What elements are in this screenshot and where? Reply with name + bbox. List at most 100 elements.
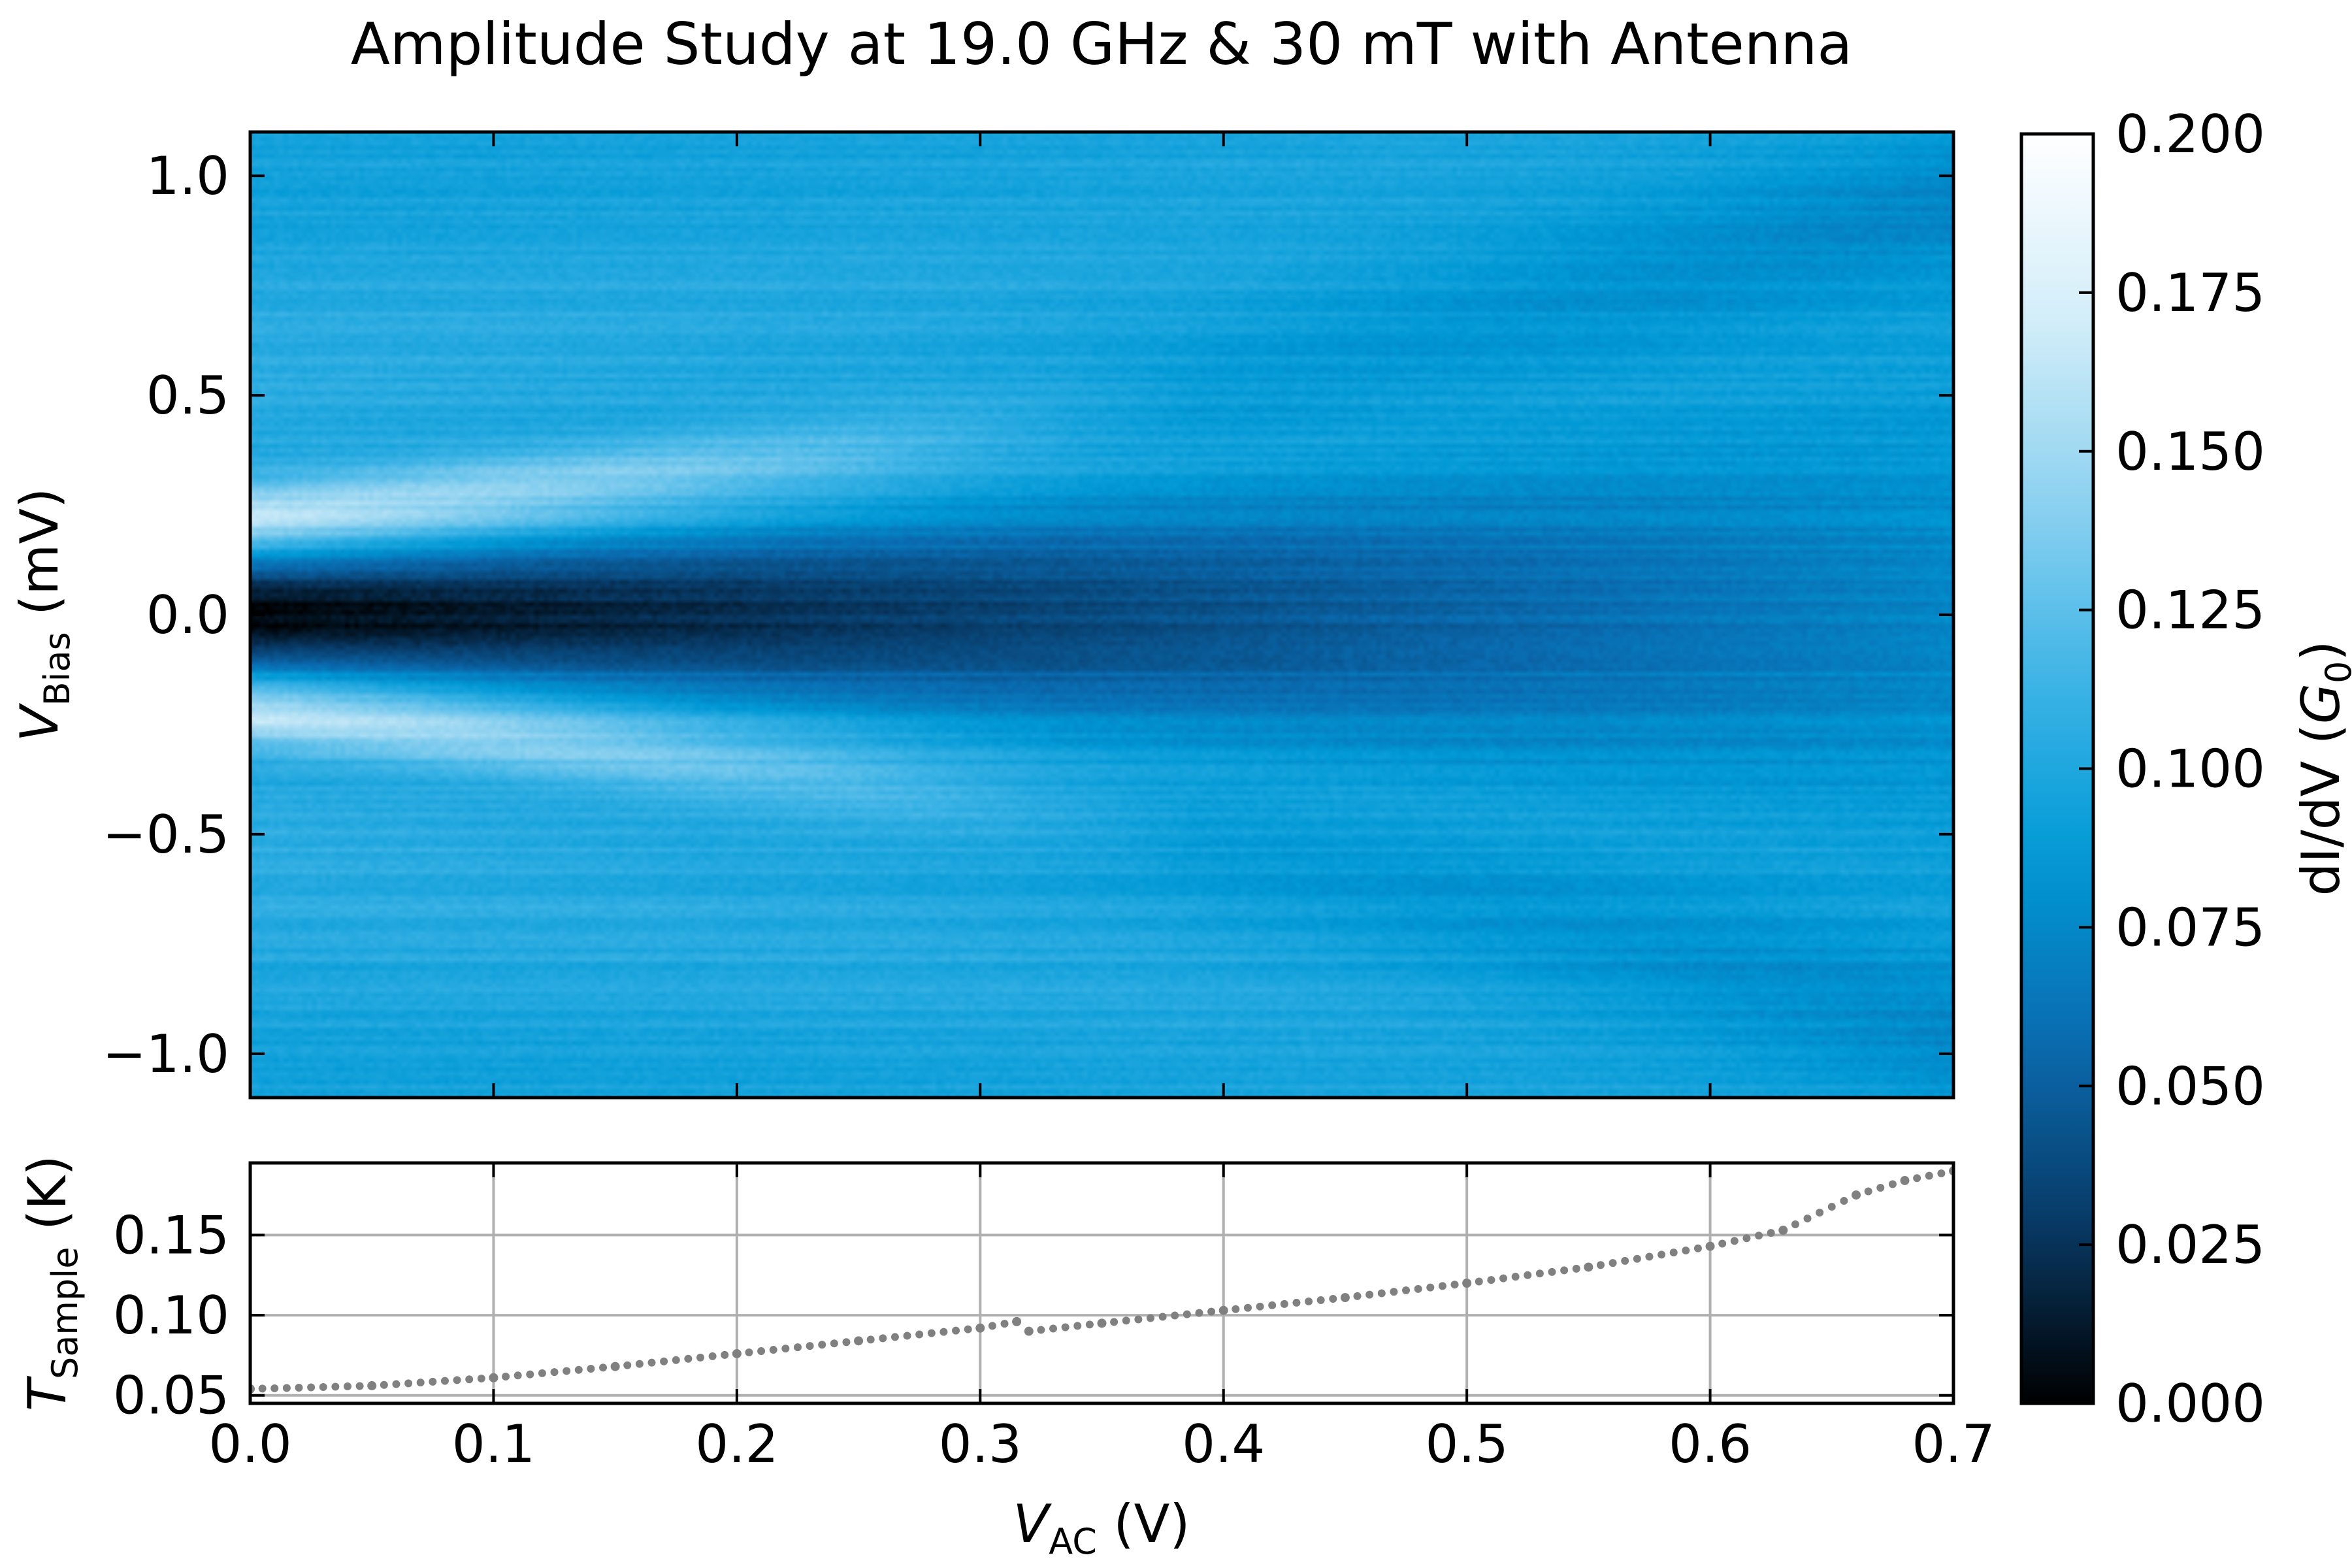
temperature-point — [975, 1323, 985, 1333]
cb-label-prefix: dI/dV ( — [2291, 724, 2351, 896]
heatmap-ticks: −1.0 −0.5 0.0 0.5 1.0 — [103, 132, 1955, 1098]
heatmap-y-tick-label: −1.0 — [103, 1024, 229, 1085]
temperature-trace-dot — [514, 1371, 522, 1380]
colorbar-tick-label: 0.150 — [2115, 421, 2265, 482]
temperature-trace-dot — [1572, 1264, 1580, 1273]
temperature-point — [732, 1348, 742, 1358]
x-tick-label: 0.5 — [1426, 1414, 1509, 1475]
colorbar-tick-label: 0.050 — [2115, 1056, 2265, 1117]
temperature-trace-dot — [1000, 1320, 1009, 1328]
temperature-trace-dot — [1316, 1296, 1325, 1305]
temperature-trace-dot — [1268, 1301, 1277, 1309]
temperature-trace-dot — [1232, 1305, 1240, 1313]
temperature-trace-dot — [1596, 1261, 1605, 1269]
temperature-point — [1012, 1316, 1022, 1326]
temperature-trace-dot — [903, 1331, 911, 1340]
colorbar-label: dI/dV (G0) — [2291, 640, 2352, 896]
temperature-trace-dot — [1085, 1320, 1094, 1329]
cb-label-suffix: ) — [2291, 640, 2351, 661]
heatmap-frame — [248, 130, 1955, 1100]
temperature-trace-dot — [416, 1379, 425, 1387]
temperature-trace-dot — [1913, 1174, 1921, 1183]
temperature-trace-dot — [708, 1352, 717, 1360]
temperature-point — [1218, 1305, 1228, 1315]
temperature-trace-dot — [1742, 1234, 1751, 1243]
temperature-trace-dot — [1621, 1256, 1629, 1265]
temperature-trace-dot — [1876, 1184, 1885, 1192]
temperature-trace-dot — [1669, 1249, 1678, 1257]
temperature-trace-dot — [453, 1376, 461, 1384]
colorbar-tick-label: 0.125 — [2115, 580, 2265, 641]
heatmap-y-axis-label: VBias (mV) — [9, 488, 78, 742]
temperature-trace-dot — [380, 1380, 388, 1389]
temperature-trace-dot — [1305, 1297, 1313, 1305]
temperature-trace-dot — [1353, 1292, 1362, 1300]
x-tick-label: 0.6 — [1669, 1414, 1752, 1475]
heatmap-y-tick-label: 1.0 — [146, 146, 229, 206]
temperature-point — [610, 1362, 620, 1371]
temperature-trace-dot — [1329, 1295, 1337, 1303]
temperature-panel: 0.0 0.1 0.2 0.3 0.4 0.5 0.6 0.7 0.05 0.10 0.15 TSa… — [17, 1155, 1995, 1562]
temperature-trace-dot — [1110, 1318, 1119, 1326]
chart-title: Amplitude Study at 19.0 GHz & 30 mT with… — [351, 10, 1853, 78]
temperature-point — [1340, 1293, 1350, 1303]
temperature-trace-dot — [866, 1335, 875, 1344]
temperature-trace-dot — [1937, 1169, 1946, 1177]
temperature-trace-dot — [623, 1361, 632, 1369]
temperature-point — [489, 1373, 498, 1382]
temperature-trace-dot — [1718, 1239, 1727, 1248]
temperature-point — [367, 1381, 377, 1391]
temperature-trace-dot — [343, 1382, 351, 1390]
x-tick-label: 0.1 — [452, 1414, 535, 1475]
colorbar-tick-label: 0.025 — [2115, 1215, 2265, 1275]
temperature-trace-dot — [1049, 1324, 1058, 1333]
temperature-trace-dot — [1256, 1302, 1264, 1311]
temperature-trace-dot — [331, 1382, 340, 1391]
heatmap-y-tick-label: −0.5 — [103, 804, 229, 865]
temperature-trace-dot — [1511, 1273, 1520, 1281]
temperature-trace-dot — [988, 1322, 996, 1330]
temperature-trace-dot — [1609, 1259, 1617, 1267]
temperature-trace-dot — [1487, 1276, 1495, 1284]
heatmap-image — [250, 132, 1953, 1098]
temperature-trace-dot — [1061, 1323, 1070, 1331]
temperature-trace-dot — [1682, 1246, 1690, 1254]
temperature-trace-dot — [964, 1325, 972, 1333]
x-tick-label: 0.2 — [695, 1414, 778, 1475]
temperature-trace-dot — [1645, 1252, 1654, 1261]
temperature-trace-dot — [587, 1365, 595, 1373]
temperature-point — [1462, 1279, 1472, 1288]
temperature-trace-dot — [1633, 1254, 1641, 1263]
temperature-trace-dot — [1475, 1277, 1483, 1286]
x-tick-label: 0.3 — [939, 1414, 1022, 1475]
temperature-trace-dot — [757, 1347, 766, 1356]
temperature-point — [1852, 1190, 1861, 1200]
temperature-series — [250, 1166, 1953, 1394]
temperature-trace-dot — [806, 1342, 814, 1350]
temperature-trace-dot — [1402, 1286, 1411, 1295]
y-label-unit: (mV) — [9, 488, 70, 632]
y-label-subscript: Bias — [37, 632, 78, 706]
temperature-trace-dot — [574, 1365, 583, 1374]
temperature-trace-dot — [1925, 1171, 1933, 1180]
temperature-trace-dot — [550, 1368, 559, 1377]
temperature-trace-dot — [1365, 1290, 1374, 1299]
colorbar-tick-label: 0.075 — [2115, 897, 2265, 958]
temperature-trace-dot — [769, 1346, 777, 1354]
temperature-trace-dot — [1390, 1288, 1398, 1296]
t-label-unit: (K) — [17, 1155, 78, 1247]
temperature-trace-dot — [1183, 1310, 1191, 1318]
temperature-ticks: 0.0 0.1 0.2 0.3 0.4 0.5 0.6 0.7 0.05 0.10 0.15 — [113, 1163, 1995, 1475]
x-tick-label: 0.7 — [1912, 1414, 1995, 1475]
temperature-point — [1024, 1326, 1034, 1336]
temperature-trace-dot — [440, 1377, 449, 1385]
temperature-trace-dot — [660, 1357, 668, 1365]
temperature-trace-dot — [1280, 1299, 1288, 1308]
temperature-trace-dot — [1195, 1309, 1203, 1317]
temperature-point — [854, 1336, 864, 1346]
temperature-trace-dot — [1158, 1313, 1167, 1321]
temperature-trace-dot — [1816, 1209, 1824, 1217]
temperature-trace-dot — [599, 1364, 608, 1372]
temperature-y-tick-label: 0.15 — [113, 1205, 229, 1266]
